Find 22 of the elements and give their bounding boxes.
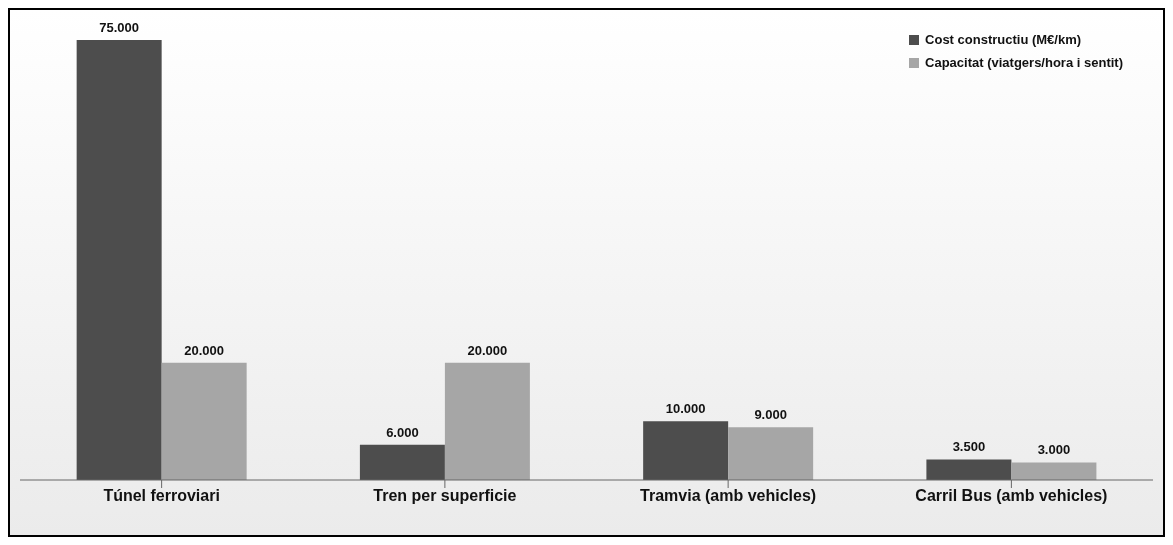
legend-label: Capacitat (viatgers/hora i sentit): [925, 55, 1123, 70]
legend-label: Cost constructiu (M€/km): [925, 32, 1082, 47]
x-tick-label: Túnel ferroviari: [103, 487, 220, 505]
data-label: 9.000: [754, 407, 787, 423]
bar: [359, 444, 445, 480]
data-label: 3.000: [1037, 442, 1071, 458]
bar: [76, 40, 162, 480]
bar: [643, 421, 729, 480]
bar: [444, 362, 530, 480]
data-label: 75.000: [99, 20, 140, 35]
bar: [161, 362, 247, 480]
x-tick-label: Tren per superficie: [373, 487, 517, 505]
bar: [728, 427, 814, 480]
data-label: 3.500: [952, 439, 986, 455]
x-tick-label: Tramvia (amb vehicles): [640, 487, 817, 505]
bar: [926, 459, 1012, 480]
data-label: 20.000: [467, 342, 508, 358]
bar: [1011, 462, 1097, 480]
data-label: 10.000: [665, 401, 706, 417]
data-label: 20.000: [184, 342, 225, 358]
data-label: 6.000: [386, 424, 419, 440]
x-tick-label: Carril Bus (amb vehicles): [915, 487, 1108, 505]
